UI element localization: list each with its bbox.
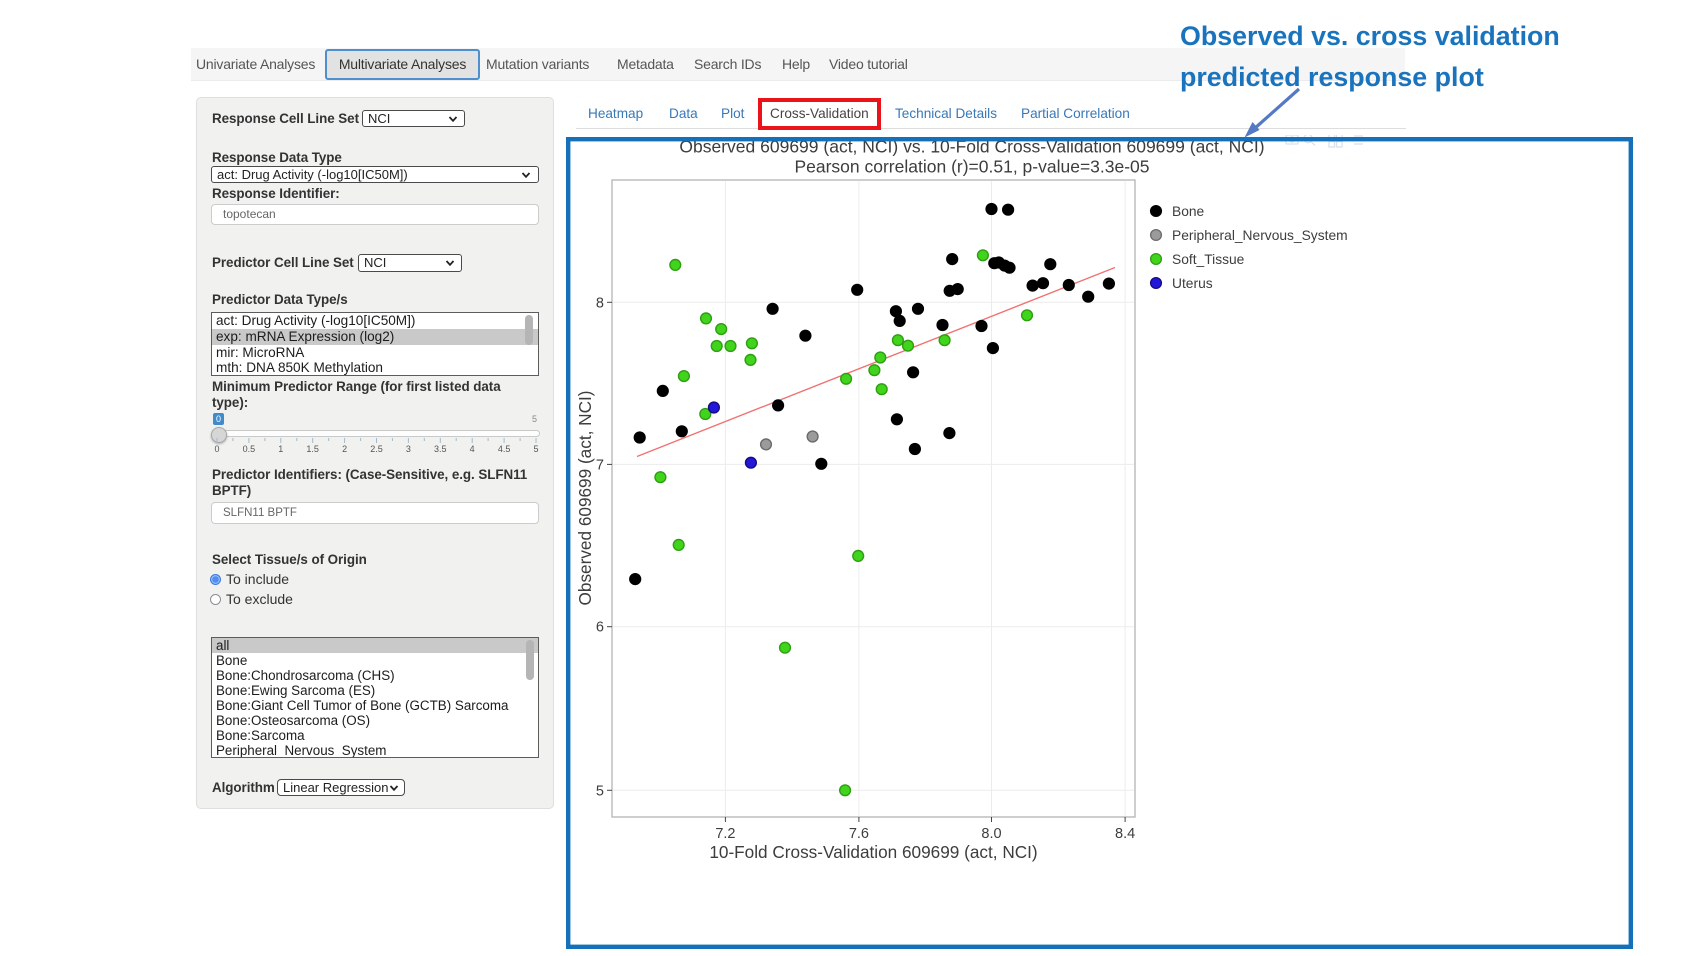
svg-text:Bone: Bone bbox=[1172, 204, 1205, 219]
svg-text:8: 8 bbox=[596, 295, 604, 311]
svg-text:Uterus: Uterus bbox=[1172, 276, 1213, 291]
svg-text:6: 6 bbox=[596, 620, 604, 636]
svg-text:Peripheral_Nervous_System: Peripheral_Nervous_System bbox=[1172, 228, 1348, 243]
svg-text:8.4: 8.4 bbox=[1115, 826, 1135, 842]
svg-text:7.2: 7.2 bbox=[715, 826, 735, 842]
svg-text:Pearson correlation (r)=0.51,: Pearson correlation (r)=0.51, p-value=3.… bbox=[794, 157, 1149, 177]
svg-text:7.6: 7.6 bbox=[849, 826, 869, 842]
svg-text:8.0: 8.0 bbox=[981, 826, 1001, 842]
svg-text:Soft_Tissue: Soft_Tissue bbox=[1172, 252, 1245, 267]
svg-text:Observed 609699 (act, NCI) vs.: Observed 609699 (act, NCI) vs. 10-Fold C… bbox=[679, 137, 1264, 157]
svg-text:5: 5 bbox=[596, 783, 604, 799]
svg-text:7: 7 bbox=[596, 457, 604, 473]
svg-text:10-Fold Cross-Validation 60969: 10-Fold Cross-Validation 609699 (act, NC… bbox=[709, 842, 1037, 862]
svg-text:Observed 609699 (act, NCI): Observed 609699 (act, NCI) bbox=[575, 391, 595, 606]
